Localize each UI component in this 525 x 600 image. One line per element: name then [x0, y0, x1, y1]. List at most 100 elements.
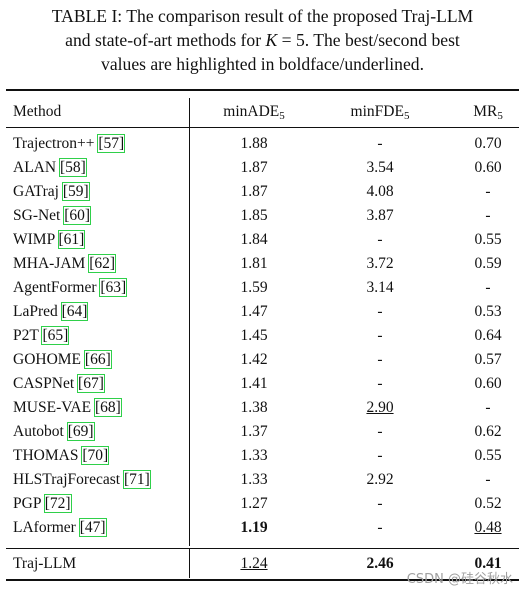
minade-cell: 1.87	[240, 183, 268, 200]
table-row: PGP [72] 1.27 - 0.52	[0, 492, 525, 516]
method-name: MHA-JAM	[13, 255, 86, 272]
citation-link[interactable]: [66]	[83, 350, 112, 369]
method-name: GATraj	[13, 183, 59, 200]
minfde-cell: 2.92	[366, 471, 394, 488]
citation-link[interactable]: [63]	[99, 278, 128, 297]
table-row: GOHOME [66] 1.42 - 0.57	[0, 348, 525, 372]
header-minfde: minFDE5	[330, 100, 430, 124]
method-cell: Trajectron++ [57]	[13, 132, 126, 156]
citation-link[interactable]: [47]	[78, 518, 107, 537]
final-row: Traj-LLM 1.24 2.46 0.41	[0, 552, 525, 576]
minfde-cell: 2.90	[366, 399, 394, 416]
method-cell: P2T [65]	[13, 324, 70, 348]
minade-cell: 1.45	[240, 327, 268, 344]
citation-link[interactable]: [59]	[61, 182, 90, 201]
table-caption: TABLE I: The comparison result of the pr…	[6, 4, 519, 76]
citation-link[interactable]: [57]	[97, 134, 126, 153]
citation-link[interactable]: [68]	[93, 398, 122, 417]
minade-cell: 1.38	[240, 399, 268, 416]
minade-cell: 1.87	[240, 159, 268, 176]
citation-link[interactable]: [61]	[57, 230, 86, 249]
header-minade-label: minADE	[223, 103, 280, 120]
table-top-rule	[6, 89, 519, 91]
method-cell: CASPNet [67]	[13, 372, 105, 396]
minade-cell: 1.84	[240, 231, 268, 248]
method-name: LaPred	[13, 303, 58, 320]
citation-link[interactable]: [72]	[43, 494, 72, 513]
method-cell: WIMP [61]	[13, 228, 86, 252]
method-cell: SG-Net [60]	[13, 204, 92, 228]
table-row: HLSTrajForecast [71] 1.33 2.92 -	[0, 468, 525, 492]
citation-link[interactable]: [69]	[66, 422, 95, 441]
method-name: GOHOME	[13, 351, 82, 368]
table-row: SG-Net [60] 1.85 3.87 -	[0, 204, 525, 228]
mr-cell: -	[485, 399, 491, 416]
method-cell: THOMAS [70]	[13, 444, 110, 468]
table-row: LaPred [64] 1.47 - 0.53	[0, 300, 525, 324]
citation-link[interactable]: [67]	[77, 374, 105, 393]
mr-cell: 0.64	[474, 327, 502, 344]
method-name: ALAN	[13, 159, 57, 176]
table-row: AgentFormer [63] 1.59 3.14 -	[0, 276, 525, 300]
method-cell: PGP [72]	[13, 492, 72, 516]
mr-cell: -	[485, 471, 491, 488]
final-vertical-divider	[189, 549, 190, 578]
method-name: AgentFormer	[13, 279, 97, 296]
method-cell: LAformer [47]	[13, 516, 107, 540]
method-name: CASPNet	[13, 375, 75, 392]
caption-line-2-post: = 5. The best/second best	[277, 30, 460, 50]
method-cell: GOHOME [66]	[13, 348, 112, 372]
final-method: Traj-LLM	[13, 555, 77, 572]
minade-cell: 1.85	[240, 207, 268, 224]
header-mr-sub: 5	[497, 110, 503, 122]
table-row: MUSE-VAE [68] 1.38 2.90 -	[0, 396, 525, 420]
mr-cell: -	[485, 183, 491, 200]
mr-cell: -	[485, 207, 491, 224]
citation-link[interactable]: [70]	[81, 446, 110, 465]
caption-line-1: TABLE I: The comparison result of the pr…	[51, 6, 474, 26]
minfde-cell: 3.72	[366, 255, 394, 272]
minfde-cell: 3.87	[366, 207, 394, 224]
final-minade: 1.24	[240, 555, 268, 572]
caption-line-3: values are highlighted in boldface/under…	[101, 54, 424, 74]
header-minfde-label: minFDE	[350, 103, 404, 120]
mr-cell: 0.60	[474, 375, 502, 392]
table-row: LAformer [47] 1.19 - 0.48	[0, 516, 525, 540]
mr-cell: 0.53	[474, 303, 502, 320]
citation-link[interactable]: [60]	[63, 206, 92, 225]
minade-cell: 1.88	[240, 135, 268, 152]
mr-cell: 0.48	[474, 519, 502, 536]
header-rule	[6, 127, 519, 128]
final-mr: 0.41	[474, 555, 502, 572]
header-method: Method	[13, 103, 62, 120]
minfde-cell: 3.14	[366, 279, 394, 296]
minade-cell: 1.81	[240, 255, 268, 272]
mr-cell: 0.70	[474, 135, 502, 152]
citation-link[interactable]: [71]	[122, 470, 151, 489]
table-row: Autobot [69] 1.37 - 0.62	[0, 420, 525, 444]
table-header-row: Method minADE 5 minFDE5 MR5	[0, 100, 525, 124]
method-cell: ALAN [58]	[13, 156, 87, 180]
final-minfde: 2.46	[366, 555, 394, 572]
minfde-cell: 4.08	[366, 183, 394, 200]
minade-cell: 1.27	[240, 495, 268, 512]
citation-link[interactable]: [62]	[88, 254, 117, 273]
table-row: MHA-JAM [62] 1.81 3.72 0.59	[0, 252, 525, 276]
table-row: CASPNet [67] 1.41 - 0.60	[0, 372, 525, 396]
minfde-cell: -	[377, 303, 383, 320]
mr-cell: 0.62	[474, 423, 502, 440]
caption-k-variable: K	[265, 30, 278, 50]
table-row: ALAN [58] 1.87 3.54 0.60	[0, 156, 525, 180]
citation-link[interactable]: [58]	[58, 158, 87, 177]
method-cell: HLSTrajForecast [71]	[13, 468, 151, 492]
minfde-cell: -	[377, 231, 383, 248]
table-row: WIMP [61] 1.84 - 0.55	[0, 228, 525, 252]
mr-cell: -	[485, 279, 491, 296]
csdn-watermark: CSDN @硅谷秋水	[406, 572, 513, 587]
method-cell: AgentFormer [63]	[13, 276, 128, 300]
header-mr: MR5	[455, 100, 521, 124]
citation-link[interactable]: [64]	[60, 302, 89, 321]
method-cell: MHA-JAM [62]	[13, 252, 117, 276]
header-mr-label: MR	[473, 103, 498, 120]
citation-link[interactable]: [65]	[41, 326, 70, 345]
